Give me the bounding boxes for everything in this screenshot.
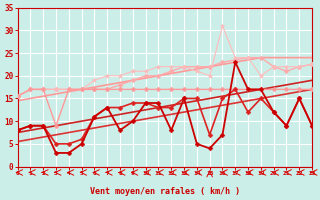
X-axis label: Vent moyen/en rafales ( km/h ): Vent moyen/en rafales ( km/h ) — [90, 187, 240, 196]
